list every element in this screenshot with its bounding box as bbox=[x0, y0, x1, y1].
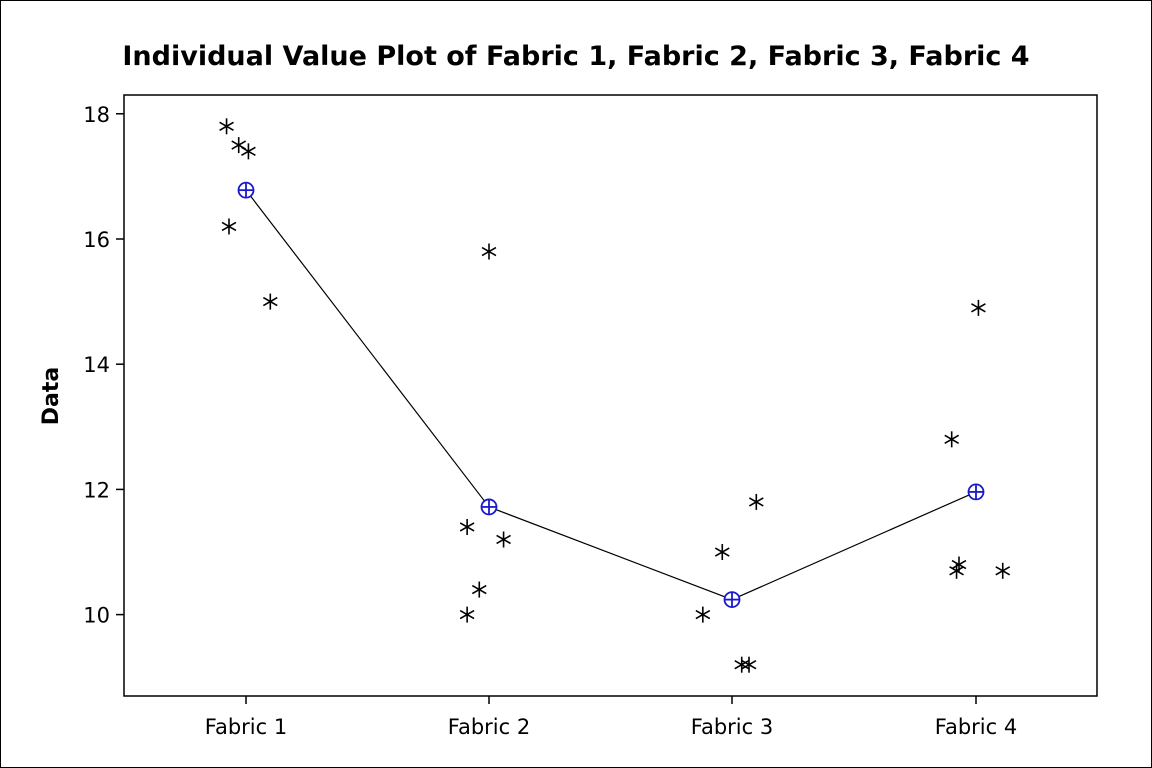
data-point bbox=[219, 118, 234, 135]
data-point bbox=[221, 218, 237, 235]
data-point bbox=[262, 293, 278, 310]
x-tick-label: Fabric 4 bbox=[935, 715, 1017, 739]
data-point bbox=[734, 656, 750, 673]
data-point bbox=[481, 243, 497, 260]
plot-area-border bbox=[123, 94, 1098, 697]
y-tick-label: 14 bbox=[83, 353, 110, 377]
x-axis: Fabric 1 Fabric 2 Fabric 3 Fabric 4 bbox=[205, 696, 1017, 739]
data-point bbox=[714, 544, 730, 561]
data-point bbox=[944, 431, 960, 448]
data-point bbox=[695, 606, 711, 623]
data-point bbox=[949, 562, 964, 579]
x-tick-label: Fabric 1 bbox=[205, 715, 287, 739]
data-point bbox=[971, 299, 986, 316]
mean-marker bbox=[723, 591, 741, 608]
data-point bbox=[459, 606, 475, 623]
data-point bbox=[748, 493, 764, 510]
data-point bbox=[241, 143, 256, 160]
data-point bbox=[995, 562, 1011, 579]
data-point bbox=[231, 137, 247, 154]
chart-title: Individual Value Plot of Fabric 1, Fabri… bbox=[122, 41, 1029, 72]
y-tick-label: 16 bbox=[83, 228, 110, 252]
data-point bbox=[741, 656, 757, 673]
y-axis-label: Data bbox=[39, 367, 64, 425]
mean-marker bbox=[480, 498, 498, 516]
data-points bbox=[219, 118, 1011, 673]
data-point bbox=[496, 531, 511, 548]
y-tick-label: 18 bbox=[83, 103, 110, 127]
mean-markers bbox=[237, 181, 985, 608]
y-tick-label: 10 bbox=[83, 604, 110, 628]
x-tick-label: Fabric 2 bbox=[448, 715, 530, 739]
y-tick-label: 12 bbox=[83, 478, 110, 502]
mean-connect-line bbox=[245, 189, 977, 601]
data-point bbox=[459, 518, 475, 535]
x-tick-label: Fabric 3 bbox=[691, 715, 773, 739]
y-axis: 10 12 14 16 18 bbox=[83, 103, 124, 628]
mean-marker bbox=[237, 181, 255, 199]
data-point bbox=[471, 581, 487, 598]
mean-marker bbox=[967, 483, 985, 501]
